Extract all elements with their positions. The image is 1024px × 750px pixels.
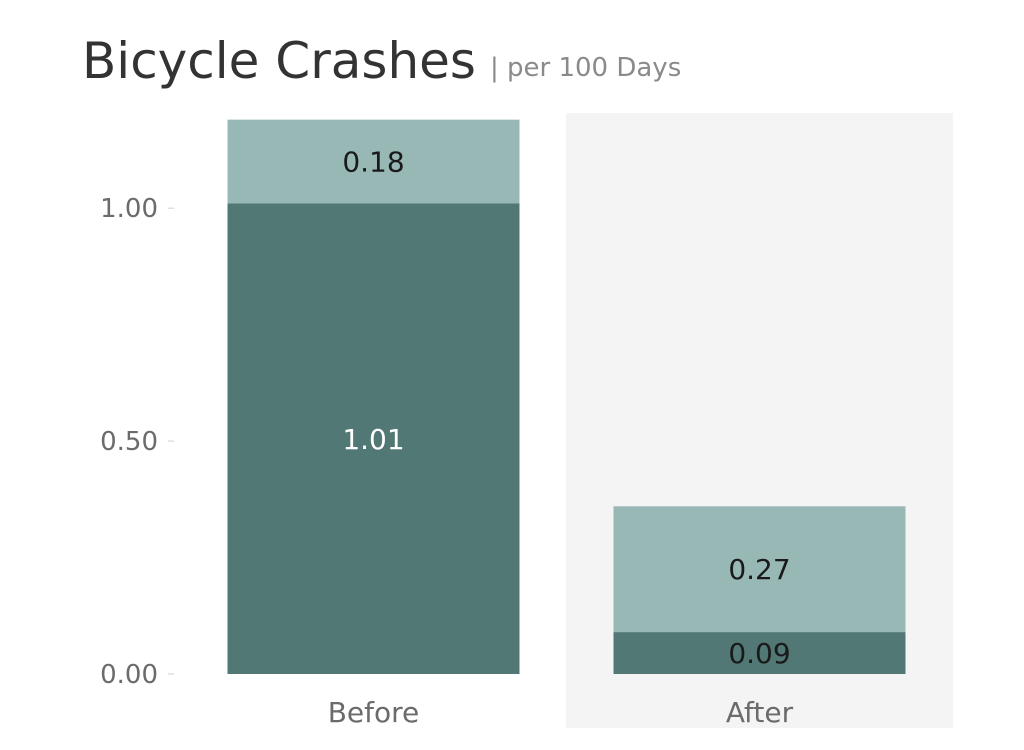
- chart-subtitle: | per 100 Days: [490, 53, 681, 83]
- bar-segment: [227, 119, 520, 204]
- chart-title: Bicycle Crashes: [82, 32, 476, 90]
- bar-segment: [227, 203, 520, 674]
- y-tick-label: 1.00: [100, 194, 158, 224]
- category-label: Before: [328, 696, 420, 729]
- data-label: 0.09: [728, 637, 790, 670]
- y-tick-label: 0.00: [100, 660, 158, 690]
- x-axis: Before After: [328, 696, 794, 729]
- bars: [227, 119, 906, 674]
- data-label: 0.27: [728, 553, 790, 586]
- bar-segment: [613, 632, 906, 674]
- data-label: 0.18: [342, 146, 404, 179]
- data-labels: 1.01 0.18 0.09 0.27: [342, 146, 790, 670]
- y-axis: 0.00 0.50 1.00: [100, 194, 174, 690]
- data-label: 1.01: [342, 423, 404, 456]
- category-label: After: [726, 696, 794, 729]
- y-tick-label: 0.50: [100, 427, 158, 457]
- bar-segment: [613, 506, 906, 633]
